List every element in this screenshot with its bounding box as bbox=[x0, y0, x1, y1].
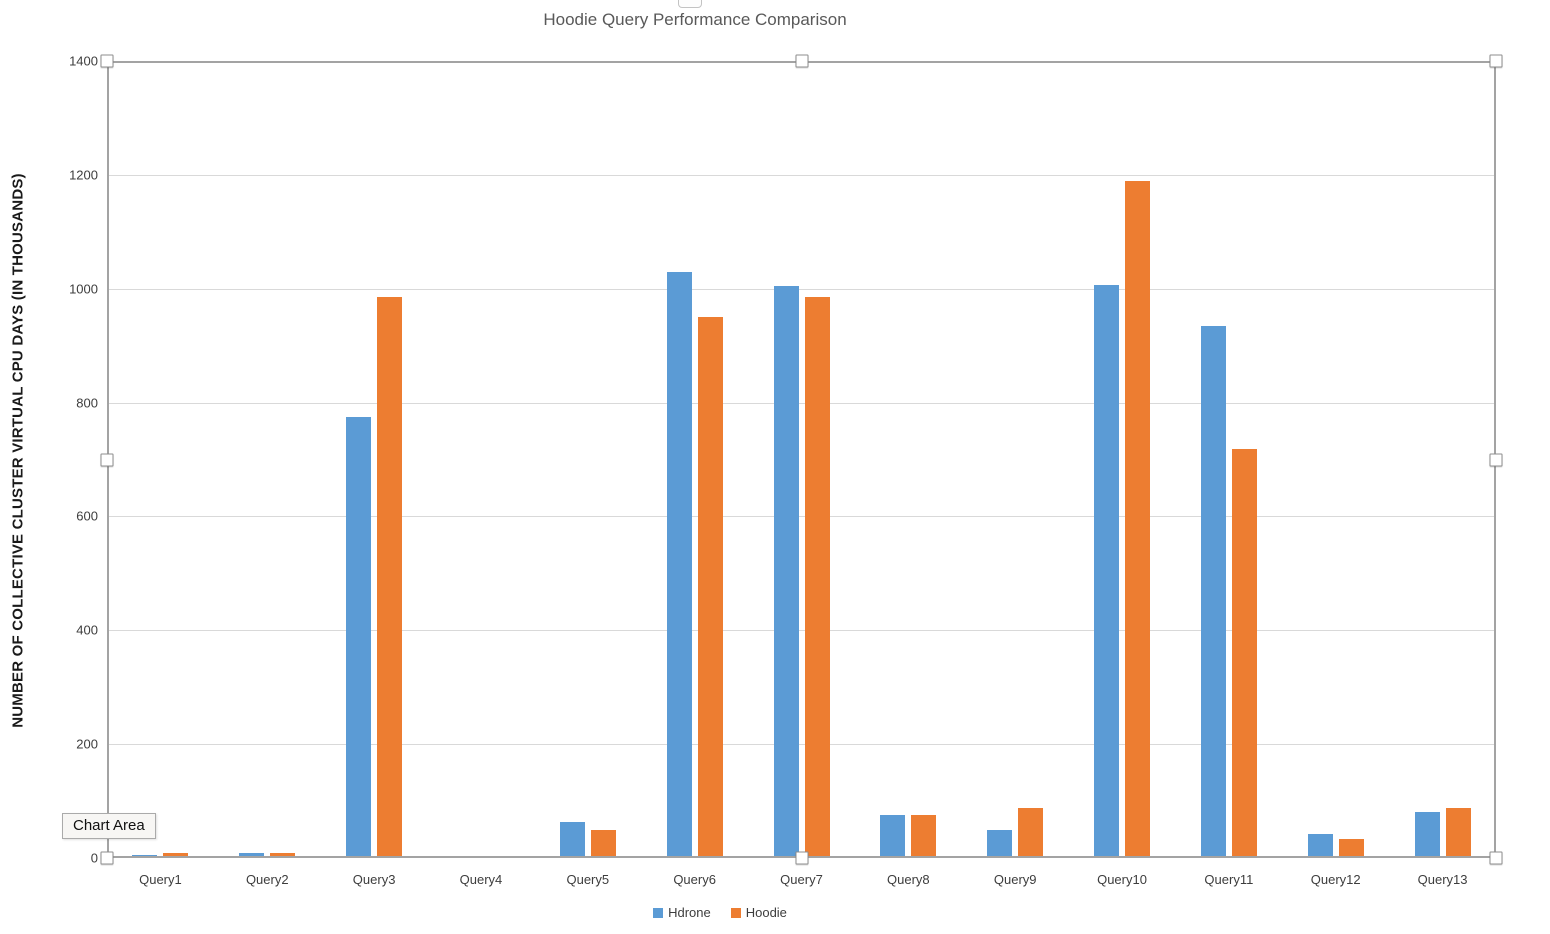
bar-hdrone-query6[interactable] bbox=[667, 272, 692, 858]
gridline bbox=[107, 630, 1496, 632]
x-axis-label: Query12 bbox=[1310, 872, 1361, 887]
bar-hdrone-query11[interactable] bbox=[1201, 326, 1226, 858]
gridline bbox=[107, 288, 1496, 290]
legend-label-hdrone: Hdrone bbox=[668, 905, 711, 920]
x-axis-label: Query9 bbox=[993, 872, 1037, 887]
gridline bbox=[107, 174, 1496, 176]
selection-handle[interactable] bbox=[100, 453, 114, 467]
bar-hdrone-query12[interactable] bbox=[1308, 834, 1333, 858]
y-axis-tick-label: 200 bbox=[76, 736, 98, 752]
x-axis-label: Query7 bbox=[780, 872, 823, 887]
chart-area-tooltip: Chart Area bbox=[62, 813, 156, 839]
bar-hdrone-query7[interactable] bbox=[774, 286, 799, 858]
bar-hoodie-query7[interactable] bbox=[805, 297, 830, 858]
bar-hdrone-query2[interactable] bbox=[239, 853, 264, 858]
y-axis-tick-label: 1000 bbox=[69, 281, 98, 297]
selection-handle[interactable] bbox=[795, 851, 809, 865]
y-axis-tick-label: 800 bbox=[76, 395, 98, 411]
y-axis-tick-label: 0 bbox=[90, 850, 98, 866]
gridline bbox=[107, 744, 1496, 746]
chart-title[interactable]: Hoodie Query Performance Comparison bbox=[543, 10, 847, 29]
gridline bbox=[107, 516, 1496, 518]
x-axis-label: Query10 bbox=[1097, 872, 1147, 887]
bar-hdrone-query9[interactable] bbox=[987, 830, 1012, 858]
plot-selection-border bbox=[107, 61, 1496, 858]
bar-hoodie-query11[interactable] bbox=[1232, 449, 1257, 858]
legend-label-hoodie: Hoodie bbox=[745, 905, 787, 920]
x-axis-label: Query4 bbox=[459, 872, 503, 887]
bar-hdrone-query8[interactable] bbox=[880, 815, 905, 858]
bar-hdrone-query10[interactable] bbox=[1094, 285, 1119, 858]
bar-hoodie-query10[interactable] bbox=[1125, 181, 1150, 858]
plot-area[interactable] bbox=[107, 61, 1496, 858]
y-axis-title[interactable]: NUMBER OF COLLECTIVE CLUSTER VIRTUAL CPU… bbox=[9, 173, 27, 728]
y-axis-tick-label: 1400 bbox=[69, 53, 98, 69]
bar-hoodie-query2[interactable] bbox=[270, 853, 295, 858]
selection-handle[interactable] bbox=[1489, 453, 1503, 467]
bar-hdrone-query5[interactable] bbox=[560, 822, 585, 858]
x-axis-label: Query13 bbox=[1417, 872, 1468, 887]
selection-handle[interactable] bbox=[1489, 851, 1503, 865]
bar-hdrone-query13[interactable] bbox=[1415, 812, 1440, 858]
bar-hoodie-query8[interactable] bbox=[911, 815, 936, 858]
legend-item-hdrone[interactable]: Hdrone bbox=[653, 905, 711, 920]
selection-handle[interactable] bbox=[1489, 54, 1503, 68]
y-axis-tick-label: 600 bbox=[76, 508, 98, 524]
bar-hoodie-query9[interactable] bbox=[1018, 808, 1043, 858]
bar-hoodie-query1[interactable] bbox=[163, 853, 188, 858]
x-axis-label: Query1 bbox=[139, 872, 182, 887]
chart-edge-notch bbox=[678, 0, 702, 8]
gridline bbox=[107, 402, 1496, 404]
x-axis-label: Query6 bbox=[673, 872, 716, 887]
legend-item-hoodie[interactable]: Hoodie bbox=[730, 905, 787, 920]
bar-hoodie-query13[interactable] bbox=[1446, 808, 1471, 858]
x-axis-label: Query3 bbox=[352, 872, 396, 887]
legend-swatch-hoodie-icon bbox=[730, 907, 741, 918]
legend-swatch-hdrone-icon bbox=[653, 907, 664, 918]
bar-hoodie-query3[interactable] bbox=[377, 297, 402, 858]
bar-hoodie-query12[interactable] bbox=[1339, 839, 1364, 858]
selection-handle[interactable] bbox=[795, 54, 809, 68]
y-axis-tick-label: 400 bbox=[76, 622, 98, 638]
x-axis-label: Query5 bbox=[566, 872, 610, 887]
x-axis-label: Query2 bbox=[245, 872, 289, 887]
x-axis-label: Query11 bbox=[1204, 872, 1254, 887]
selection-handle[interactable] bbox=[100, 54, 114, 68]
legend[interactable]: Hdrone Hoodie bbox=[0, 905, 1440, 920]
y-axis-tick-label: 1200 bbox=[69, 167, 98, 183]
bar-hoodie-query6[interactable] bbox=[698, 317, 723, 858]
bar-hoodie-query5[interactable] bbox=[591, 830, 616, 858]
selection-handle[interactable] bbox=[100, 851, 114, 865]
bar-hdrone-query3[interactable] bbox=[346, 417, 371, 858]
x-axis-label: Query8 bbox=[887, 872, 930, 887]
